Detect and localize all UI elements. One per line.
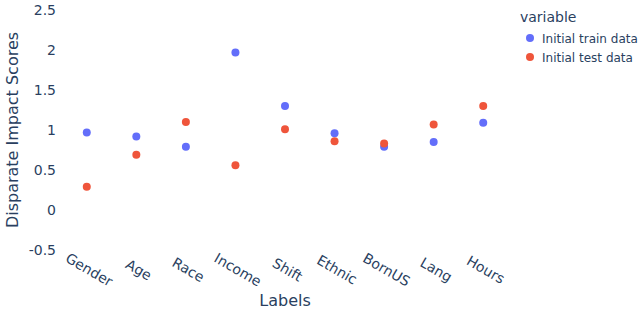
x-tick-label: Shift (270, 255, 306, 285)
x-tick-label: BornUS (360, 250, 413, 290)
legend-marker (526, 53, 534, 61)
x-axis-title: Labels (259, 291, 311, 310)
point (231, 161, 239, 169)
legend-marker (526, 34, 534, 42)
y-axis-title: Disparate Impact Scores (3, 32, 22, 228)
point (83, 183, 91, 191)
point (132, 132, 140, 140)
x-tick-label: Gender (63, 250, 116, 290)
chart-svg: -0.5 0 0.5 1 1.5 2 2.5 Gender Age RaceIncomeShift… (0, 0, 640, 312)
plot-area (83, 48, 487, 190)
x-tick-label: Ethnic (314, 252, 360, 288)
y-tick-label: 0.5 (34, 162, 56, 178)
y-tick-label: 1 (47, 122, 56, 138)
legend-label: Initial train data (542, 32, 638, 46)
point (331, 137, 339, 145)
point (231, 48, 239, 56)
point (83, 128, 91, 136)
legend-title: variable (520, 9, 576, 25)
point (430, 120, 438, 128)
point (479, 102, 487, 110)
point (331, 129, 339, 137)
point (430, 138, 438, 146)
x-tick-label: Lang (417, 254, 455, 285)
x-tick-label: Age (123, 256, 154, 283)
point (182, 143, 190, 151)
point (479, 119, 487, 127)
point (281, 125, 289, 133)
chart-container: -0.5 0 0.5 1 1.5 2 2.5 Gender Age RaceIncomeShift… (0, 0, 640, 312)
legend-label: Initial test data (542, 51, 633, 65)
y-tick-label: 2 (47, 42, 56, 58)
y-tick-label: 2.5 (34, 2, 56, 18)
x-tick-label: Hours (464, 252, 508, 286)
point (132, 151, 140, 159)
y-tick-label: 1.5 (34, 82, 56, 98)
point (182, 118, 190, 126)
point (281, 102, 289, 110)
x-tick-label: Income (212, 250, 265, 290)
x-tick-label: Race (170, 254, 208, 285)
point (380, 140, 388, 148)
y-tick-label: -0.5 (29, 242, 56, 258)
y-tick-label: 0 (47, 202, 56, 218)
